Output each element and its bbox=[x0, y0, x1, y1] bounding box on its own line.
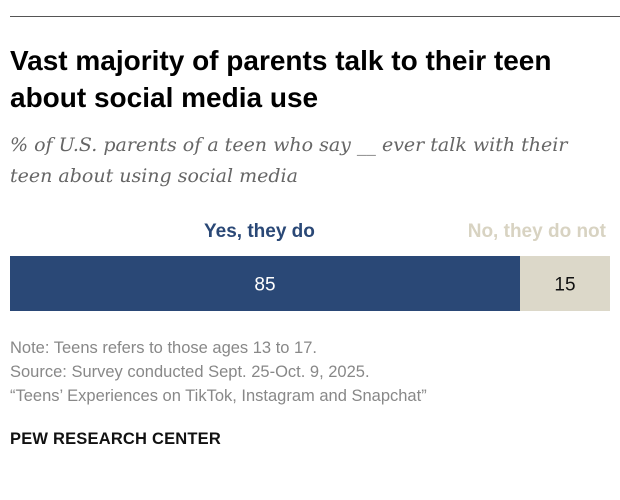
stacked-bar-chart: 85 15 bbox=[10, 256, 610, 311]
bar-no bbox=[520, 256, 610, 311]
bar-no-value-label: 15 bbox=[554, 275, 575, 296]
chart-notes: Note: Teens refers to those ages 13 to 1… bbox=[10, 336, 610, 408]
pew-research-center-logo-text: PEW RESEARCH CENTER bbox=[10, 430, 221, 448]
report-title-text: “Teens’ Experiences on TikTok, Instagram… bbox=[10, 387, 427, 405]
chart-title: Vast majority of parents talk to their t… bbox=[10, 45, 552, 113]
note-text: Note: Teens refers to those ages 13 to 1… bbox=[10, 339, 317, 357]
bar-yes bbox=[10, 256, 520, 311]
chart-subtitle: % of U.S. parents of a teen who say __ e… bbox=[10, 134, 568, 187]
top-rule bbox=[10, 16, 620, 17]
bar-yes-value-label: 85 bbox=[254, 275, 275, 296]
source-text: Source: Survey conducted Sept. 25-Oct. 9… bbox=[10, 363, 370, 381]
legend-yes-label: Yes, they do bbox=[204, 221, 315, 242]
stacked-bar-svg: 85 15 bbox=[10, 256, 610, 311]
legend-no-label: No, they do not bbox=[467, 221, 606, 242]
